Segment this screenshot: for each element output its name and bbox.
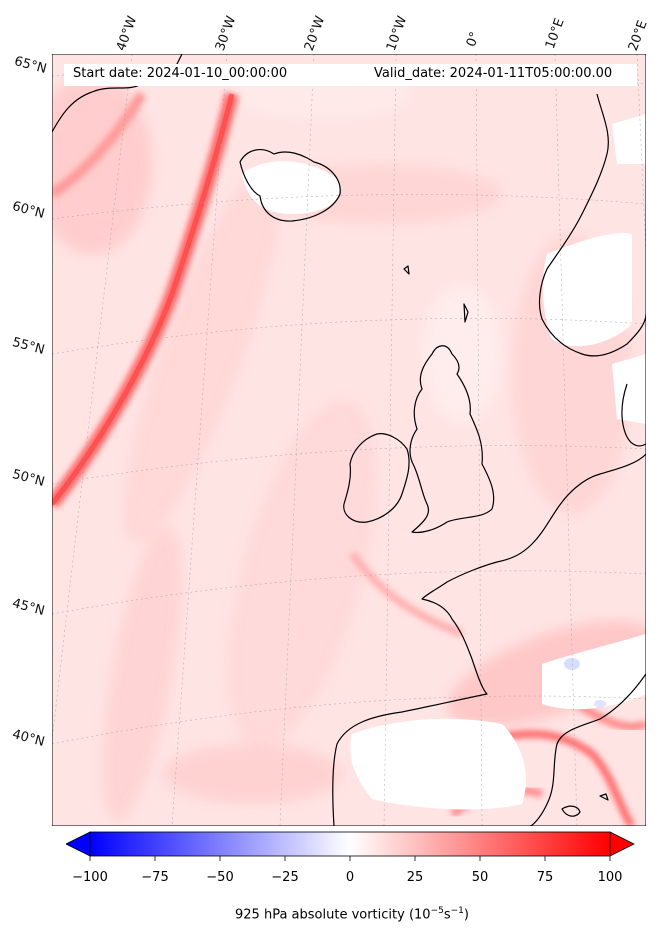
lat-label-55n: 55°N (10, 335, 47, 358)
lon-label-10w: 10°W (383, 14, 411, 53)
coast-iceland (239, 148, 341, 222)
start-date-label: Start date: 2024-01-10_00:00:00 (73, 66, 288, 81)
colorbar-tick-label: −100 (72, 870, 108, 885)
lat-label-65n: 65°N (12, 54, 49, 77)
colorbar-label: 925 hPa absolute vorticity (10−5s−1) (235, 906, 469, 922)
header-bar (64, 64, 637, 86)
colorbar-tick-label: 0 (345, 870, 355, 885)
coast-ireland (343, 433, 410, 523)
colorbar (66, 831, 635, 861)
coast-iberia-east (529, 673, 646, 826)
colorbar-tick-label: 100 (597, 870, 623, 885)
colorbar-label-prefix: 925 hPa absolute vorticity (10 (235, 907, 431, 923)
colorbar-tick-label: −50 (206, 870, 234, 885)
lon-label-0: 0° (463, 29, 484, 49)
lat-label-60n: 60°N (10, 199, 47, 222)
coast-scandinavia (538, 93, 646, 357)
lon-label-30w: 30°W (212, 14, 240, 53)
coast-continent (332, 453, 646, 826)
lon-label-40w: 40°W (113, 14, 141, 53)
colorbar-tick-label: −25 (271, 870, 299, 885)
lat-label-40n: 40°N (10, 727, 47, 750)
colorbar-label-exp1: −5 (430, 906, 444, 916)
lon-label-20e: 20°E (625, 18, 651, 53)
valid-date-label: Valid_date: 2024-01-11T05:00:00.00 (374, 66, 613, 81)
graticule (52, 54, 646, 826)
colorbar-min-extend (66, 831, 91, 857)
colorbar-label-mid: s (443, 907, 451, 923)
colorbar-tick-label: −75 (141, 870, 169, 885)
colorbar-tick-label: 25 (406, 870, 424, 885)
low-vorticity-patches (242, 114, 646, 810)
colorbar-max-extend (609, 831, 635, 857)
lat-label-45n: 45°N (10, 596, 47, 619)
lon-label-20w: 20°W (301, 14, 329, 53)
colorbar-tick-label: 50 (471, 870, 489, 885)
coast-great-britain (409, 345, 495, 534)
vorticity-map (52, 54, 646, 826)
coastlines (52, 54, 646, 826)
colorbar-label-suffix: ) (463, 907, 469, 923)
lat-label-50n: 50°N (10, 467, 47, 490)
colorbar-tick-label: 75 (536, 870, 554, 885)
colorbar-gradient (89, 831, 611, 857)
coast-denmark (621, 383, 646, 447)
colorbar-label-exp2: −1 (450, 906, 464, 916)
lon-label-10e: 10°E (542, 16, 568, 51)
